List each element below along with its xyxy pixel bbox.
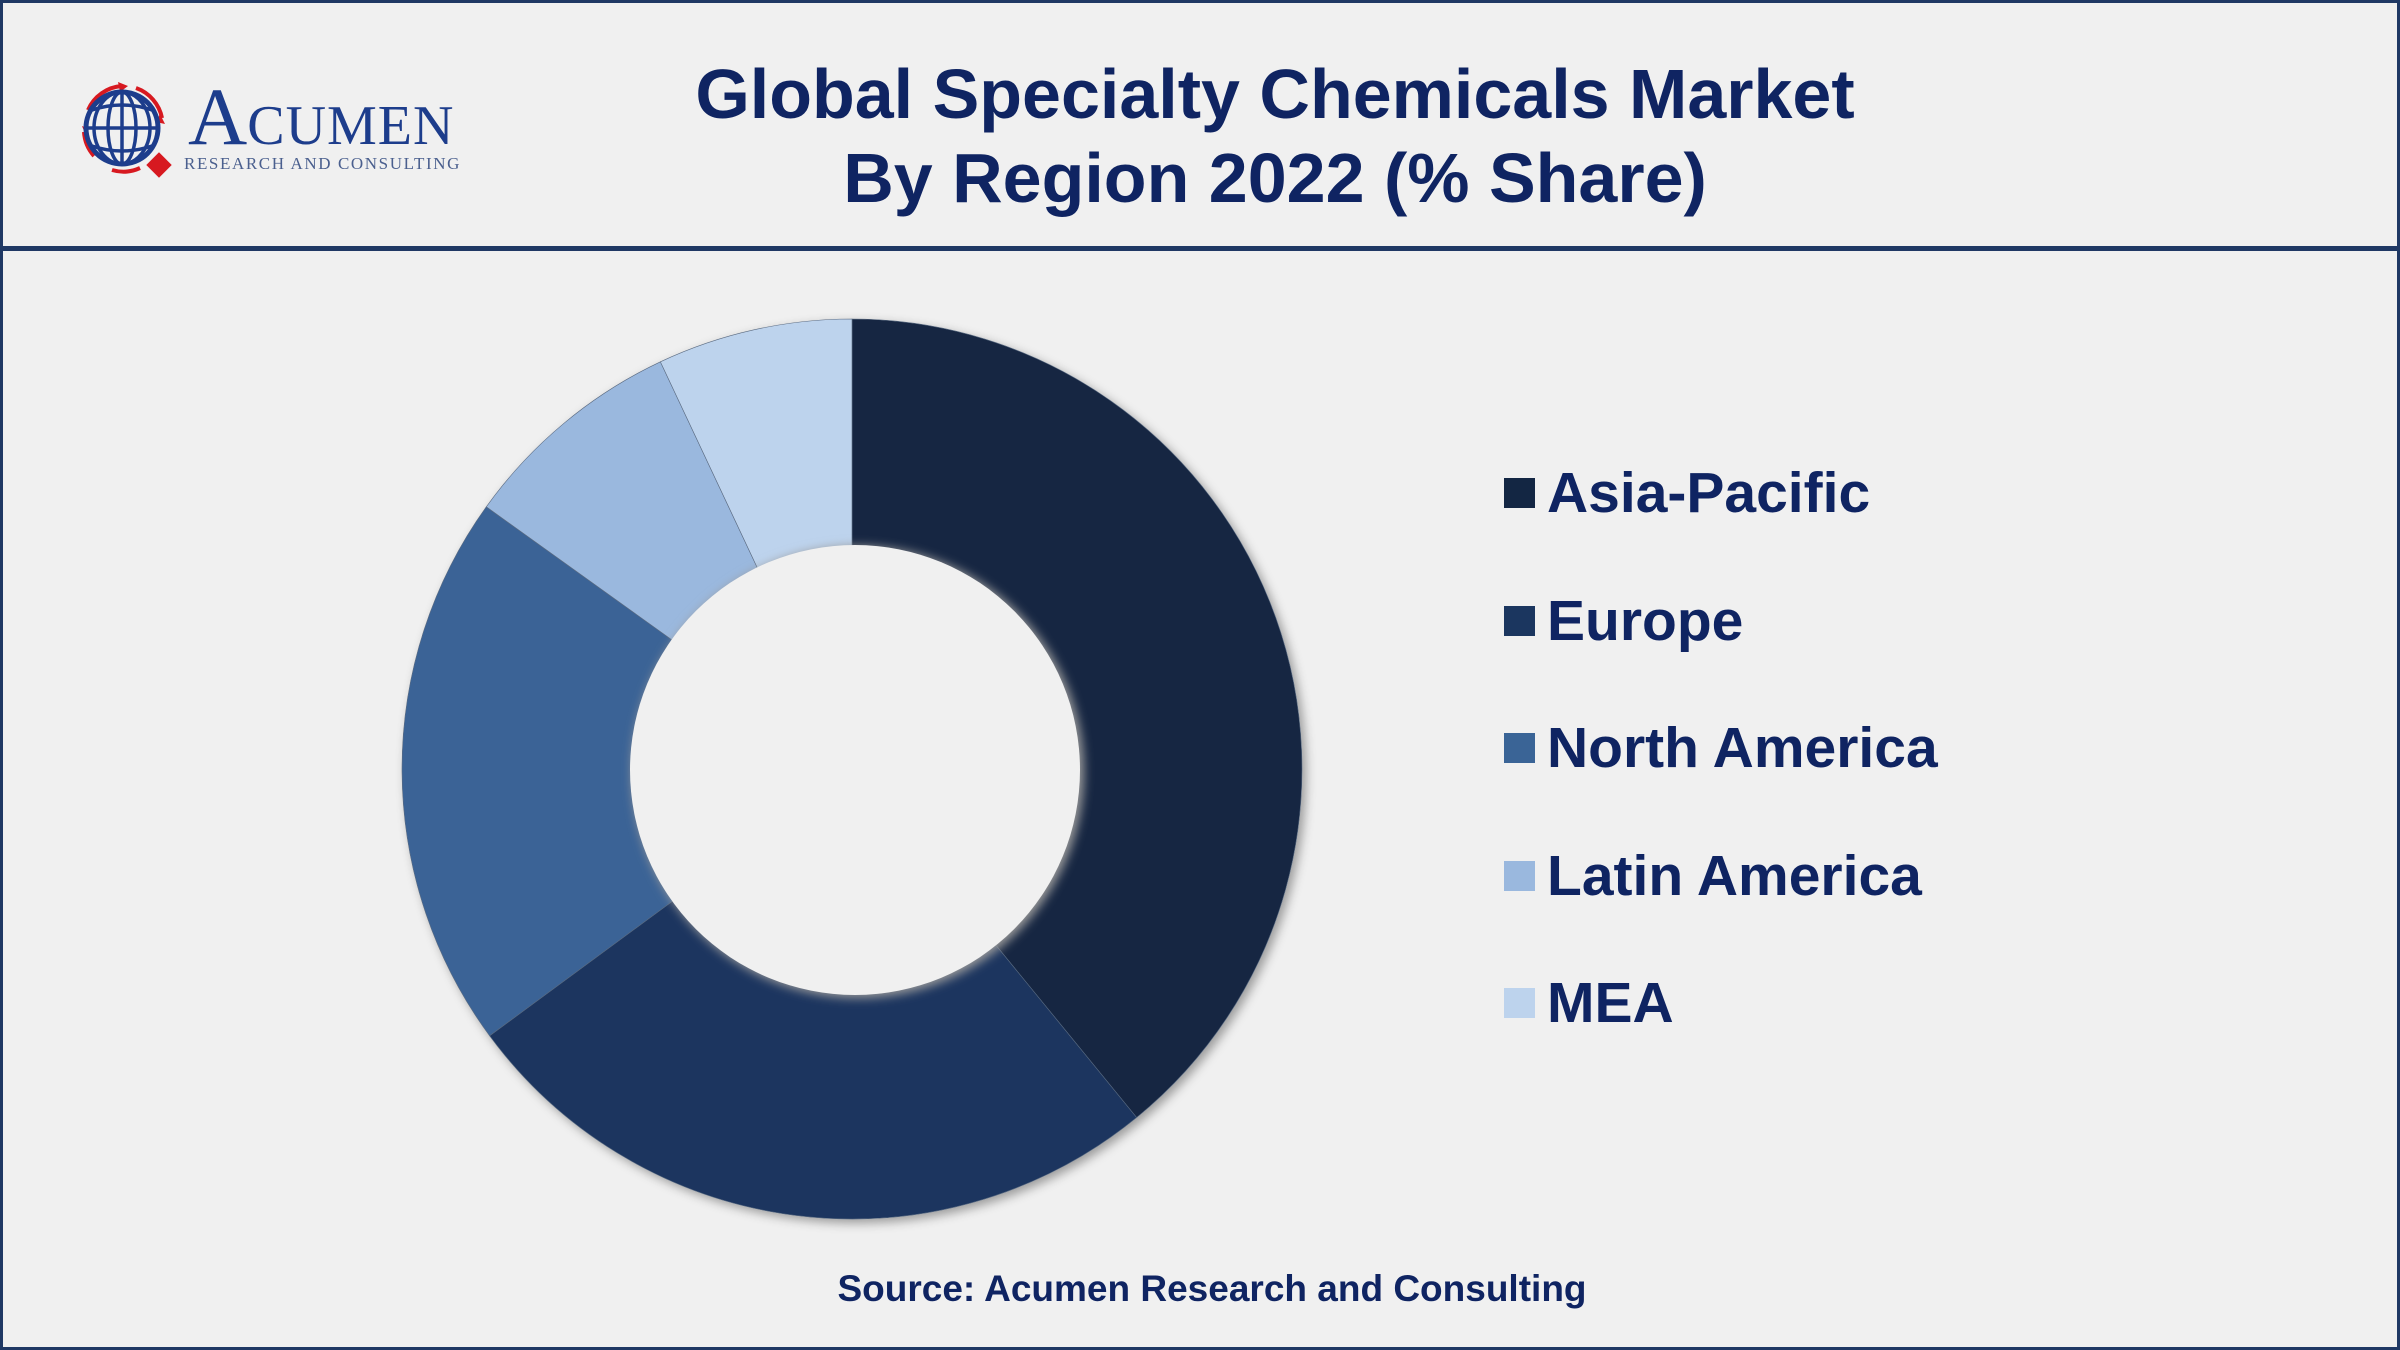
legend-item: MEA <box>1504 968 1674 1038</box>
legend-label: Latin America <box>1547 843 1922 908</box>
chart-title: Global Specialty Chemicals Market By Reg… <box>600 52 1950 220</box>
legend-label: MEA <box>1547 971 1674 1035</box>
logo-tagline: RESEARCH AND CONSULTING <box>184 154 462 173</box>
legend-item: Latin America <box>1504 841 1922 911</box>
legend-label: Europe <box>1547 588 1744 653</box>
logo-wordmark: ACUMEN <box>188 76 454 158</box>
donut-hole <box>630 545 1080 995</box>
legend-swatch-icon <box>1504 733 1535 763</box>
donut-segment-europe <box>489 768 1138 1220</box>
legend-swatch-icon <box>1504 605 1535 636</box>
source-note: Source: Acumen Research and Consulting <box>837 1268 1587 1309</box>
legend-label: Asia-Pacific <box>1547 461 1871 525</box>
title-line-2: By Region 2022 (% Share) <box>843 139 1707 217</box>
legend-item: North America <box>1504 713 1938 783</box>
logo-initial: A <box>188 71 248 162</box>
legend-item: Europe <box>1504 586 1743 656</box>
title-line-1: Global Specialty Chemicals Market <box>695 55 1855 133</box>
logo-word-rest: CUMEN <box>247 95 455 157</box>
legend-item: Asia-Pacific <box>1504 458 1870 528</box>
legend-label: North America <box>1547 716 1938 780</box>
legend-swatch-icon <box>1504 478 1535 508</box>
legend-swatch-icon <box>1504 988 1535 1018</box>
donut-segment-north-america <box>401 506 853 1037</box>
header-divider <box>0 246 2400 251</box>
company-logo: ACUMEN RESEARCH AND CONSULTING <box>70 70 510 180</box>
donut-chart <box>401 318 1303 1220</box>
legend-swatch-icon <box>1504 860 1535 891</box>
globe-icon <box>82 82 172 178</box>
